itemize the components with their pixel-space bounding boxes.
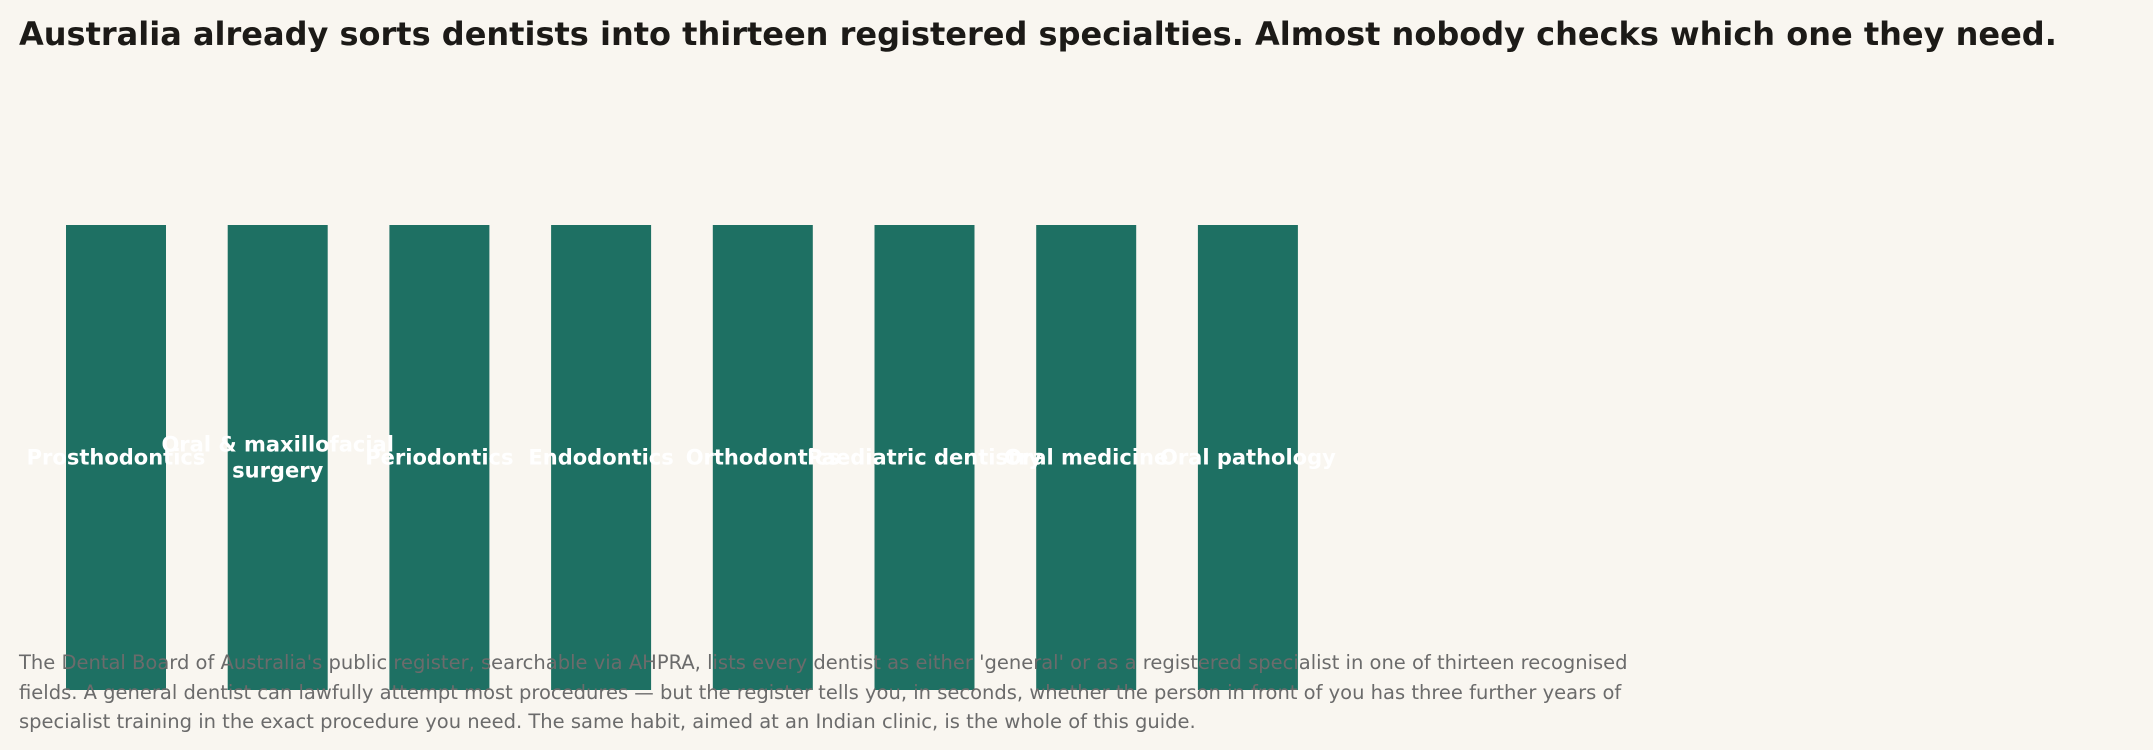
bar-label-line: Paediatric dentistry (807, 446, 1042, 470)
bar-label: Periodontics (365, 446, 513, 470)
bar (227, 225, 328, 690)
bar (1036, 225, 1137, 690)
bar (389, 225, 490, 690)
bar-label-line: Oral medicine (1004, 446, 1168, 470)
bar-label: Endodontics (528, 446, 673, 470)
bar (1197, 225, 1298, 690)
chart-title: Australia already sorts dentists into th… (19, 15, 2057, 53)
bar-label: Paediatric dentistry (807, 446, 1042, 470)
chart-caption: The Dental Board of Australia's public r… (19, 651, 1628, 733)
bar (874, 225, 975, 690)
bar-label: Orthodontics (686, 446, 840, 470)
bar (551, 225, 652, 690)
bar-label: Prosthodontics (27, 446, 206, 470)
bar-label: Oral medicine (1004, 446, 1168, 470)
bar-label: Oral pathology (1160, 446, 1336, 470)
bar-label-line: surgery (232, 459, 323, 483)
bar-label-line: Oral pathology (1160, 446, 1336, 470)
bar (66, 225, 166, 690)
bars-group (66, 225, 1298, 690)
bar-label-line: Oral & maxillofacial (161, 433, 393, 457)
bar-label-line: Endodontics (528, 446, 673, 470)
bar-label-line: Prosthodontics (27, 446, 206, 470)
bar-label-line: Periodontics (365, 446, 513, 470)
bar-label-line: Orthodontics (686, 446, 840, 470)
bar-label: Oral & maxillofacial surgery (161, 433, 393, 483)
bar (712, 225, 813, 690)
